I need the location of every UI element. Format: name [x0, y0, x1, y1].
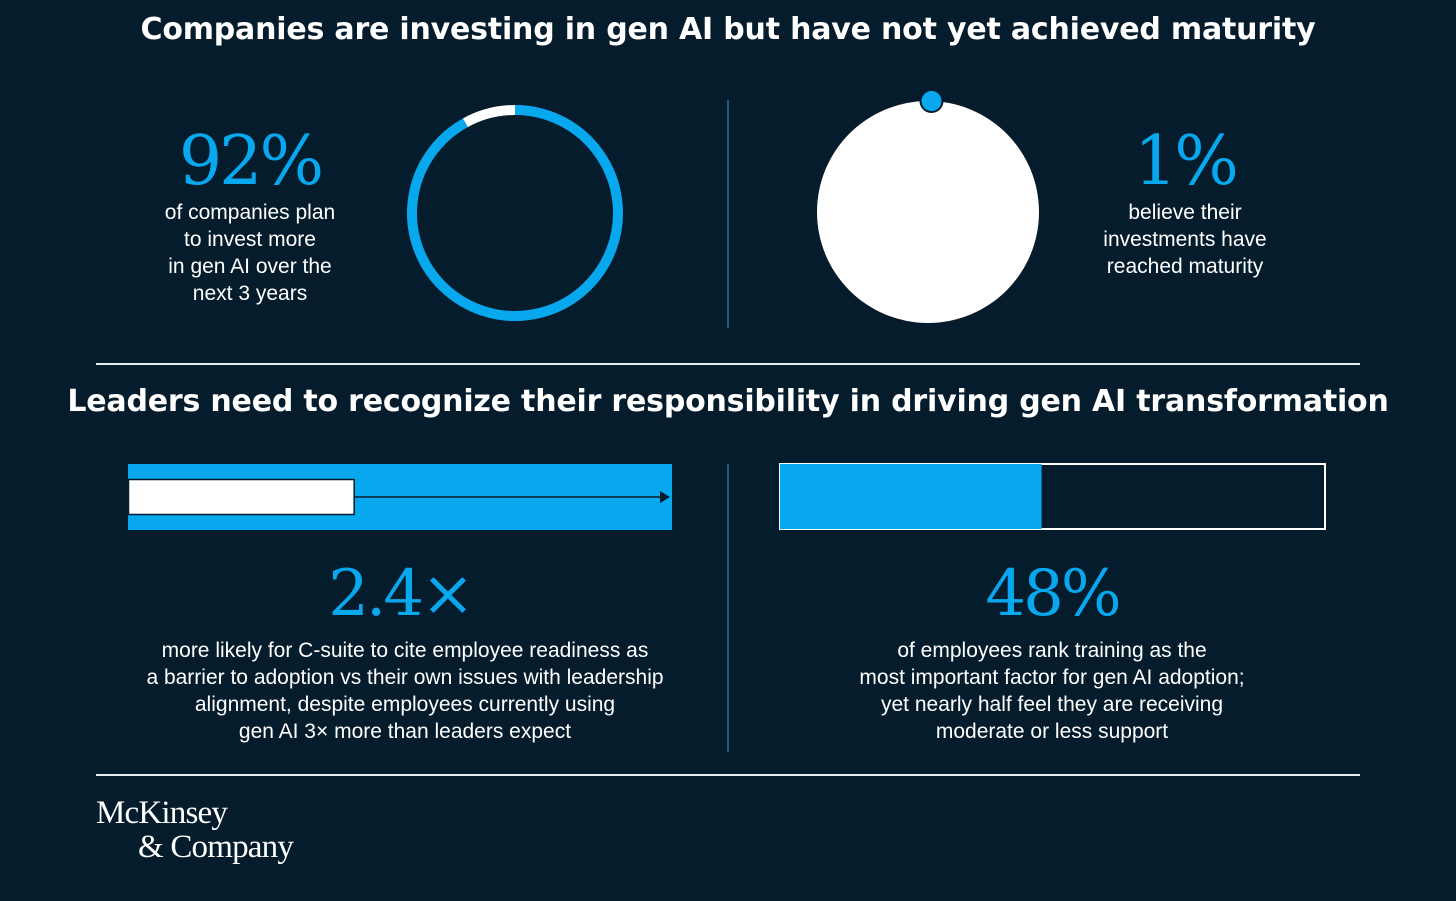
section-heading-leaders: Leaders need to recognize their responsi… [67, 384, 1389, 419]
stat-csuite-value: 2.4× [328, 557, 474, 631]
stat-training-value: 48% [985, 557, 1121, 631]
footer-divider [96, 774, 1360, 776]
stat-training-description: of employees rank training as the most i… [859, 639, 1245, 743]
circle-slice-maturity [919, 89, 944, 114]
maturity-circle-chart [817, 89, 1039, 323]
stat-maturity-value: 1% [1134, 122, 1239, 201]
stat-invest-value: 92% [178, 122, 324, 201]
bar-leadership [127, 478, 355, 516]
logo-line-1: McKinsey [96, 795, 228, 831]
bar-training [780, 464, 1042, 529]
csuite-ratio-bar-chart [127, 464, 672, 530]
middle-divider [96, 363, 1360, 365]
stat-csuite-description: more likely for C-suite to cite employee… [146, 639, 664, 743]
training-share-bar-chart [779, 463, 1326, 530]
stat-maturity-description: believe their investments have reached m… [1103, 201, 1267, 278]
invest-donut-chart [407, 105, 623, 321]
circle-slice-remainder [817, 101, 1039, 323]
bottom-divider [727, 464, 729, 752]
donut-slice-remainder [462, 105, 516, 128]
logo-line-2: & Company [138, 829, 294, 865]
stat-invest-description: of companies plan to invest more in gen … [164, 201, 336, 305]
mckinsey-logo: McKinsey & Company [96, 795, 294, 865]
section-heading-investment: Companies are investing in gen AI but ha… [140, 12, 1316, 47]
ratio-arrow-head [660, 491, 670, 503]
top-divider [727, 100, 729, 328]
donut-slice-invest [407, 105, 623, 321]
